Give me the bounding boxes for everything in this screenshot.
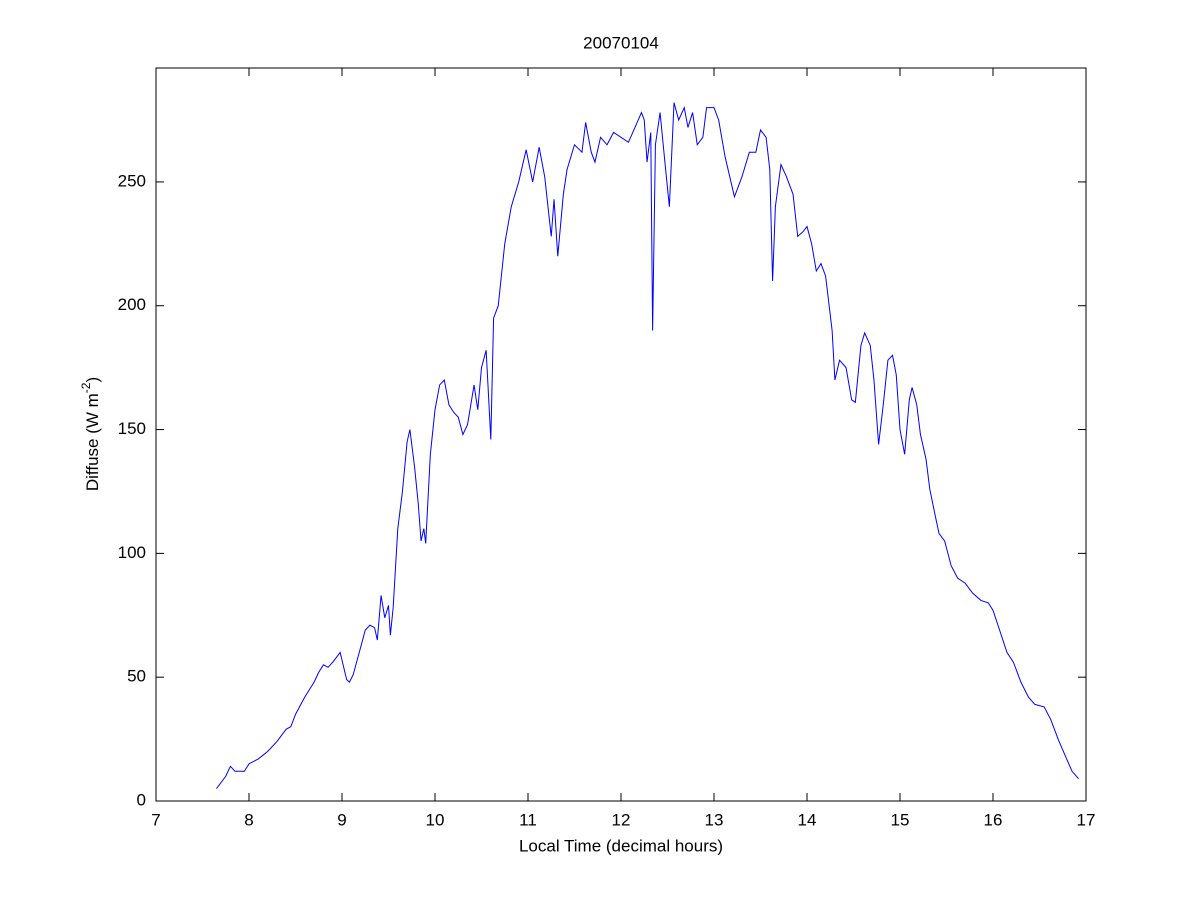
x-tick-label: 9 [337,810,346,829]
x-tick-label: 11 [519,810,537,829]
y-axis-label: Diffuse (W m-2) [79,377,102,491]
x-tick-label: 14 [798,810,817,829]
y-tick-label: 0 [137,790,146,809]
y-axis-label-text: ) [83,377,102,383]
x-tick-label: 17 [1077,810,1096,829]
x-axis-label: Local Time (decimal hours) [519,836,723,855]
y-tick-label: 50 [127,667,146,686]
x-tick-label: 8 [244,810,253,829]
y-tick-label: 100 [118,543,146,562]
chart-title: 20070104 [583,33,659,52]
x-tick-label: 15 [891,810,910,829]
y-tick-label: 200 [118,295,146,314]
x-tick-label: 16 [984,810,1003,829]
x-tick-label: 7 [151,810,160,829]
x-tick-label: 10 [426,810,445,829]
x-tick-label: 12 [612,810,631,829]
y-tick-label: 250 [118,171,146,190]
y-axis-label-superscript: -2 [79,382,93,393]
y-axis-label-text: Diffuse (W m [83,393,102,491]
data-line [216,102,1079,789]
x-tick-label: 13 [705,810,724,829]
y-tick-label: 150 [118,419,146,438]
